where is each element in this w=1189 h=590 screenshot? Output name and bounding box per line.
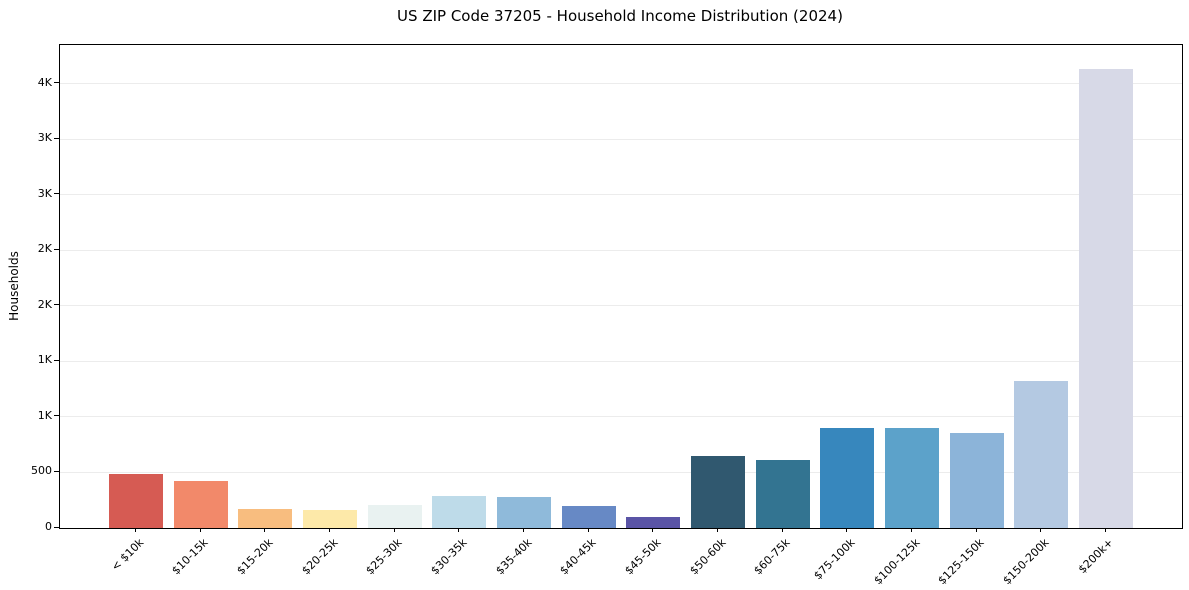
- bar-$50-60k: [691, 455, 745, 528]
- bar-$200k+: [1079, 69, 1133, 528]
- x-tick-mark: [1040, 528, 1042, 532]
- y-tick-mark: [54, 470, 59, 472]
- bar-$150-200k: [1014, 381, 1069, 528]
- y-tick-mark: [54, 82, 59, 84]
- gridline: [60, 83, 1182, 85]
- x-tick-label: $100-125k: [871, 536, 923, 588]
- bar-$10-15k: [173, 481, 228, 528]
- x-tick-label: $45-50k: [622, 536, 664, 578]
- y-tick-label: 1K: [37, 408, 52, 422]
- x-tick-label: $75-100k: [811, 536, 858, 583]
- gridline: [60, 360, 1182, 362]
- plot-area: [59, 44, 1183, 529]
- x-tick-label: $50-60k: [686, 536, 729, 578]
- y-tick-mark: [54, 137, 59, 139]
- gridline: [60, 249, 1182, 251]
- y-tick-label: 1K: [37, 353, 52, 367]
- bar-$40-45k: [561, 506, 616, 528]
- x-tick-mark: [911, 528, 912, 532]
- bar-$45-50k: [626, 517, 681, 528]
- x-tick-mark: [393, 528, 395, 532]
- bar-$15-20k: [238, 509, 293, 528]
- chart-title: US ZIP Code 37205 - Household Income Dis…: [397, 7, 843, 25]
- x-tick-label: $25-30k: [363, 536, 405, 578]
- x-tick-mark: [975, 528, 977, 532]
- y-tick-label: 2K: [37, 242, 52, 256]
- y-tick-mark: [54, 415, 59, 417]
- bar-< $10k: [109, 473, 163, 528]
- bar-$35-40k: [497, 497, 551, 528]
- x-tick-label: $20-25k: [298, 536, 341, 578]
- bar-$30-35k: [432, 496, 487, 528]
- x-tick-label: $15-20k: [234, 536, 276, 578]
- x-tick-label: $125-150k: [935, 536, 987, 588]
- bar-$125-150k: [949, 433, 1004, 528]
- gridline: [60, 471, 1182, 473]
- x-tick-label: $10-15k: [169, 536, 211, 578]
- y-tick-label: 3K: [37, 131, 52, 145]
- x-tick-label: < $10k: [108, 536, 147, 574]
- x-tick-mark: [1105, 528, 1106, 532]
- y-tick-label: 2K: [37, 297, 52, 311]
- y-tick-label: 4K: [37, 75, 52, 89]
- gridline: [60, 194, 1182, 196]
- y-tick-label: 500: [31, 464, 52, 478]
- x-tick-label: $150-200k: [1000, 536, 1052, 588]
- y-tick-label: 0: [45, 520, 52, 533]
- x-tick-mark: [458, 528, 460, 532]
- bar-$75-100k: [820, 428, 875, 528]
- x-tick-mark: [329, 528, 330, 532]
- x-tick-mark: [135, 528, 136, 532]
- y-tick-mark: [54, 359, 59, 361]
- x-tick-mark: [587, 528, 589, 532]
- bar-$60-75k: [755, 460, 810, 528]
- y-tick-label: 3K: [37, 186, 52, 200]
- x-tick-mark: [846, 528, 848, 532]
- x-tick-label: $30-35k: [428, 536, 470, 578]
- gridline: [60, 416, 1182, 418]
- x-tick-mark: [523, 528, 524, 532]
- x-tick-label: $40-45k: [557, 536, 599, 578]
- gridline: [60, 305, 1182, 307]
- y-tick-mark: [54, 304, 59, 306]
- x-tick-mark: [199, 528, 201, 532]
- x-tick-label: $200k+: [1076, 536, 1117, 577]
- x-tick-mark: [781, 528, 783, 532]
- y-tick-mark: [54, 193, 59, 195]
- x-tick-mark: [652, 528, 654, 532]
- bar-$20-25k: [303, 509, 357, 528]
- x-tick-label: $35-40k: [492, 536, 535, 578]
- x-tick-mark: [264, 528, 266, 532]
- bar-$25-30k: [367, 505, 422, 528]
- x-tick-label: $60-75k: [751, 536, 793, 578]
- x-tick-mark: [717, 528, 718, 532]
- y-tick-mark: [54, 248, 59, 250]
- y-tick-mark: [54, 526, 59, 528]
- gridline: [60, 138, 1182, 140]
- bar-$100-125k: [885, 427, 939, 528]
